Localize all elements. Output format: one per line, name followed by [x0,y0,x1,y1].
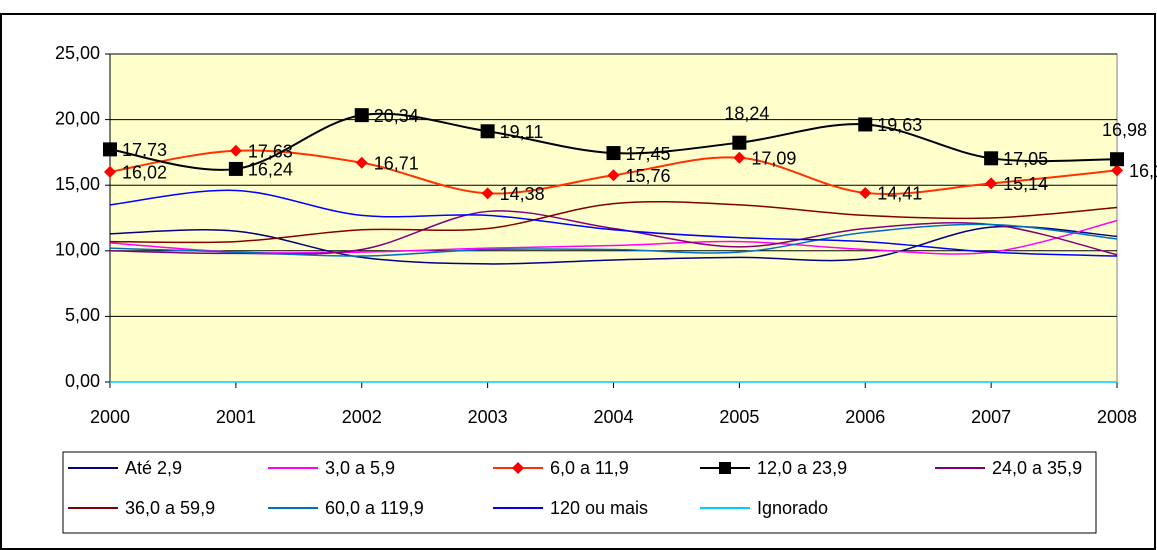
marker [607,169,620,182]
legend-label: 6,0 a 11,9 [550,458,629,478]
marker [606,146,621,161]
x-tick-label: 2004 [593,407,633,427]
legend-label: 36,0 a 59,9 [125,498,215,518]
marker [229,144,242,157]
y-tick-label: 0,00 [65,371,100,391]
marker [732,135,747,150]
data-label: 17,05 [1003,149,1048,169]
series-line [109,189,1118,257]
x-tick-label: 2003 [468,407,508,427]
data-label: 19,11 [500,122,544,142]
marker [984,151,999,166]
data-label: 16,24 [248,160,293,180]
y-tick-label: 20,00 [55,108,100,128]
legend-label: 24,0 a 35,9 [992,458,1082,478]
marker [355,156,368,169]
legend-label: 3,0 a 5,9 [325,458,395,478]
marker [859,186,872,199]
marker [481,187,494,200]
marker [480,124,495,139]
data-label: 17,63 [248,141,293,161]
x-tick-label: 2006 [845,407,885,427]
data-label: 18,24 [724,103,769,123]
data-label: 15,14 [1003,174,1048,194]
data-label: 17,45 [626,144,671,164]
y-tick-label: 5,00 [65,305,100,325]
x-tick-label: 2001 [216,407,256,427]
series-line [109,225,1118,265]
marker [228,161,243,176]
marker [1111,164,1123,177]
series-line [109,223,1118,257]
x-tick-label: 2000 [90,407,130,427]
marker [104,165,116,178]
marker [103,142,117,157]
data-label: 19,63 [877,115,922,135]
x-tick-label: 2008 [1097,407,1137,427]
legend-label: 12,0 a 23,9 [757,458,847,478]
legend-box [62,451,1097,534]
marker [1110,152,1124,167]
data-label: 15,76 [626,166,671,186]
marker [858,117,873,132]
marker [354,108,369,123]
data-label: 16,71 [374,154,419,174]
legend-marker [719,462,731,474]
x-tick-label: 2005 [719,407,759,427]
data-label: 16,13 [1129,161,1157,181]
marker [985,177,998,190]
legend-label: 60,0 a 119,9 [325,498,424,518]
legend-label: 120 ou mais [550,498,648,518]
marker [733,151,746,164]
data-label: 20,34 [374,106,419,126]
y-tick-label: 25,00 [55,43,100,63]
data-label: 17,09 [751,149,796,169]
x-tick-label: 2002 [342,407,382,427]
legend-label: Até 2,9 [125,458,182,478]
y-tick-label: 15,00 [55,174,100,194]
data-label: 14,38 [500,184,545,204]
legend-label: Ignorado [757,498,828,518]
data-label: 14,41 [877,184,922,204]
data-label: 16,98 [1102,120,1147,140]
series-line [109,200,1118,244]
y-tick-label: 10,00 [55,240,100,260]
x-tick-label: 2007 [971,407,1011,427]
legend-marker [512,462,524,474]
data-label: 16,02 [122,163,167,183]
data-label: 17,73 [122,140,167,160]
